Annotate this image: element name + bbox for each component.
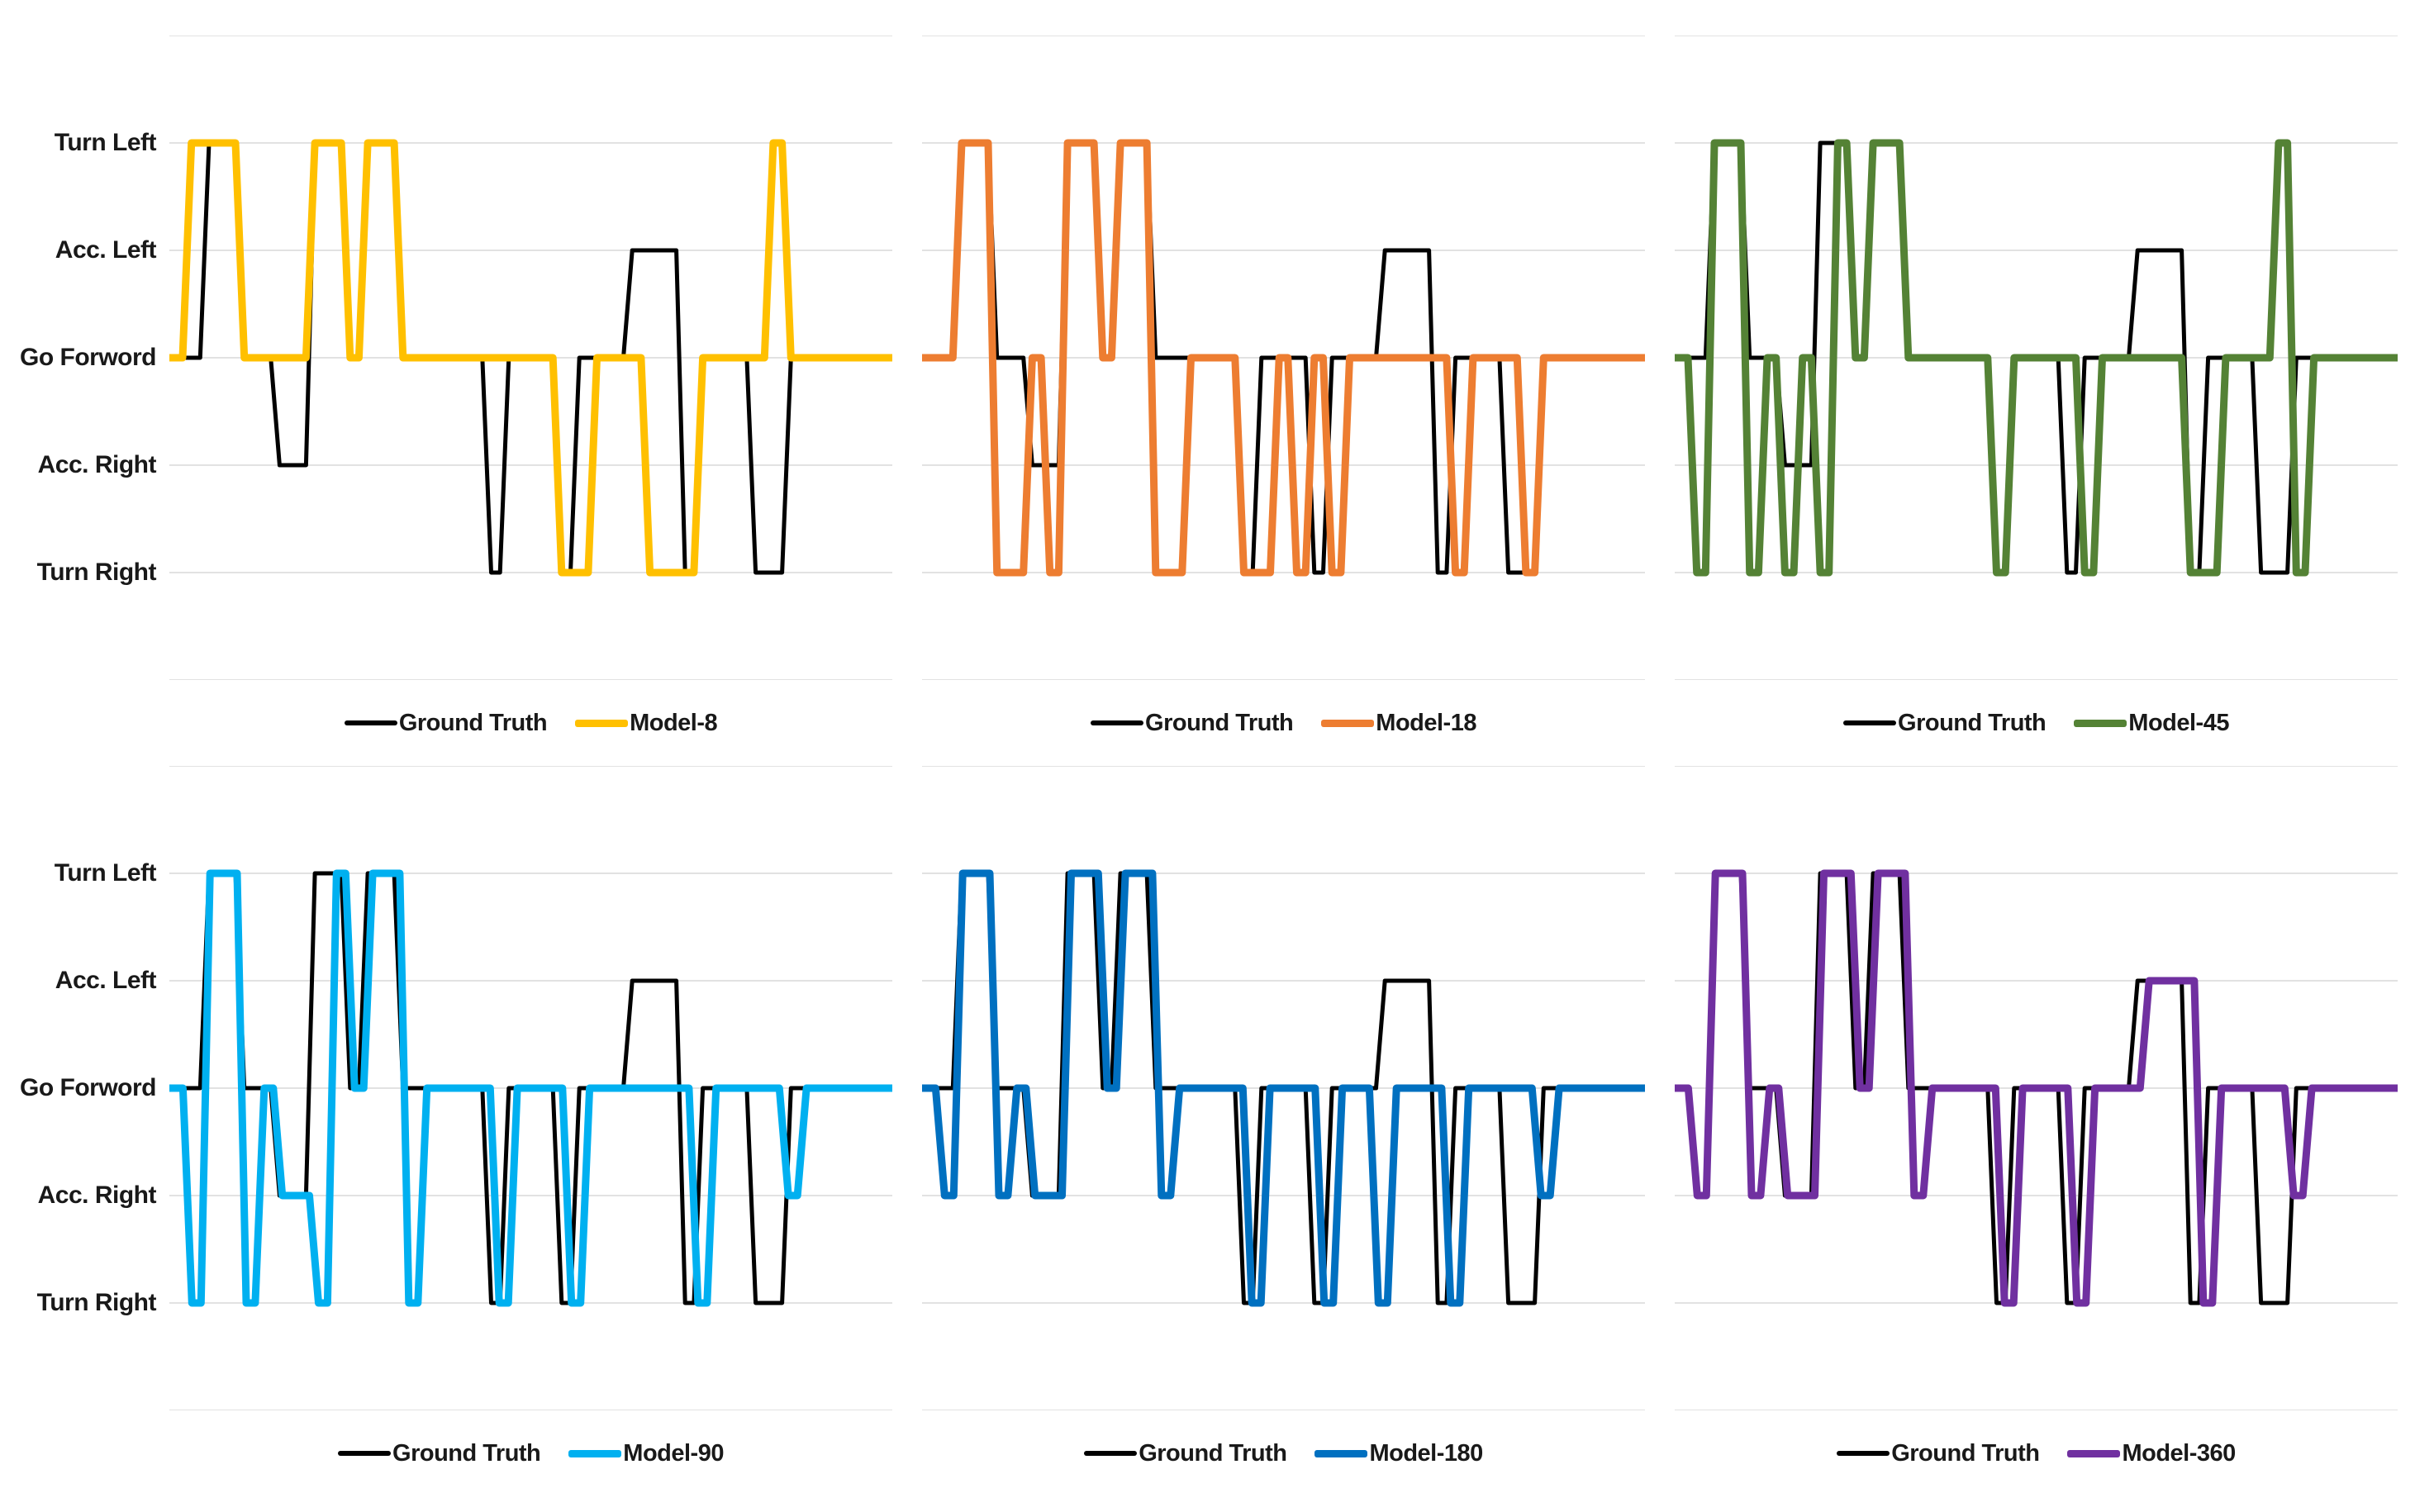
y-axis-label-go-forword: Go Forword (20, 1074, 156, 1101)
plot-model-18 (922, 36, 1645, 680)
legend-item-model-18: Model-18 (1321, 710, 1476, 737)
legend-label-model-8: Model-8 (630, 709, 718, 736)
y-axis-labels-bottom: Turn Left Acc. Left Go Forword Acc. Righ… (0, 766, 169, 1410)
y-axis-label-turn-left: Turn Left (54, 129, 157, 156)
plot-model-45 (1675, 36, 2398, 680)
legend-model-18: Ground Truth Model-18 (922, 680, 1645, 766)
plot-model-180 (922, 766, 1645, 1410)
y-axis-label-acc-right: Acc. Right (37, 1182, 157, 1209)
ground-truth-line-swatch-icon (338, 1451, 392, 1456)
legend-item-model-90: Model-90 (568, 1440, 724, 1467)
legend-label-model-180: Model-180 (1369, 1439, 1483, 1467)
ground-truth-line-swatch-icon (1084, 1451, 1138, 1456)
legend-label-ground-truth: Ground Truth (398, 709, 548, 736)
legend-item-ground-truth: Ground Truth (344, 709, 548, 737)
legend-model-360: Ground Truth Model-360 (1675, 1410, 2398, 1496)
legend-label-ground-truth: Ground Truth (1139, 1439, 1287, 1467)
y-axis-labels-top: Turn Left Acc. Left Go Forword Acc. Righ… (0, 36, 169, 680)
plot-model-360 (1675, 766, 2398, 1410)
legend-label-model-18: Model-18 (1376, 709, 1476, 736)
legend-label-ground-truth: Ground Truth (392, 1439, 541, 1467)
y-axis-label-go-forword: Go Forword (20, 344, 156, 371)
model-18-line-swatch-icon (1321, 719, 1375, 727)
plot-model-90 (169, 766, 892, 1410)
chart-row-top: Turn Left Acc. Left Go Forword Acc. Righ… (0, 36, 2398, 766)
model-180-line-swatch-icon (1314, 1449, 1368, 1457)
legend-item-model-180: Model-180 (1314, 1439, 1483, 1467)
legend-model-180: Ground Truth Model-180 (922, 1410, 1645, 1496)
legend-item-ground-truth: Ground Truth (1084, 1439, 1287, 1467)
chart-model-360: Ground Truth Model-360 (1675, 766, 2398, 1496)
y-axis-label-acc-left: Acc. Left (55, 967, 157, 994)
ground-truth-line-swatch-icon (1091, 720, 1144, 725)
ground-truth-line-swatch-icon (1843, 720, 1897, 725)
chart-model-180: Ground Truth Model-180 (922, 766, 1645, 1496)
legend-item-model-45: Model-45 (2074, 710, 2229, 737)
legend-model-45: Ground Truth Model-45 (1675, 680, 2398, 766)
chart-model-8: Turn Left Acc. Left Go Forword Acc. Righ… (0, 36, 892, 766)
legend-label-model-360: Model-360 (2122, 1439, 2236, 1467)
chart-model-90: Turn Left Acc. Left Go Forword Acc. Righ… (0, 766, 892, 1496)
ground-truth-line-swatch-icon (344, 720, 397, 725)
legend-model-8: Ground Truth Model-8 (169, 680, 892, 766)
chart-model-18: Ground Truth Model-18 (922, 36, 1645, 766)
model-8-line-swatch-icon (575, 719, 629, 727)
model-45-line-swatch-icon (2074, 719, 2127, 727)
model-90-line-swatch-icon (568, 1449, 622, 1457)
ground-truth-line-swatch-icon (1837, 1451, 1890, 1456)
model-360-line-swatch-icon (2067, 1449, 2121, 1457)
legend-item-ground-truth: Ground Truth (338, 1439, 541, 1467)
chart-model-45: Ground Truth Model-45 (1675, 36, 2398, 766)
legend-label-ground-truth: Ground Truth (1891, 1439, 2040, 1467)
y-axis-label-acc-right: Acc. Right (37, 451, 157, 478)
legend-label-ground-truth: Ground Truth (1898, 709, 2047, 736)
y-axis-label-acc-left: Acc. Left (55, 236, 157, 264)
y-axis-label-turn-left: Turn Left (54, 859, 157, 887)
legend-item-ground-truth: Ground Truth (1091, 709, 1294, 737)
legend-label-ground-truth: Ground Truth (1145, 709, 1294, 736)
plot-model-8 (169, 36, 892, 680)
legend-label-model-45: Model-45 (2128, 709, 2229, 736)
legend-model-90: Ground Truth Model-90 (169, 1410, 892, 1496)
legend-label-model-90: Model-90 (623, 1439, 724, 1467)
y-axis-label-turn-right: Turn Right (36, 559, 157, 586)
legend-item-ground-truth: Ground Truth (1843, 709, 2047, 737)
legend-item-model-8: Model-8 (575, 709, 718, 737)
chart-row-bottom: Turn Left Acc. Left Go Forword Acc. Righ… (0, 766, 2415, 1496)
legend-item-model-360: Model-360 (2067, 1439, 2236, 1467)
legend-item-ground-truth: Ground Truth (1837, 1439, 2040, 1467)
y-axis-label-turn-right: Turn Right (36, 1289, 157, 1316)
